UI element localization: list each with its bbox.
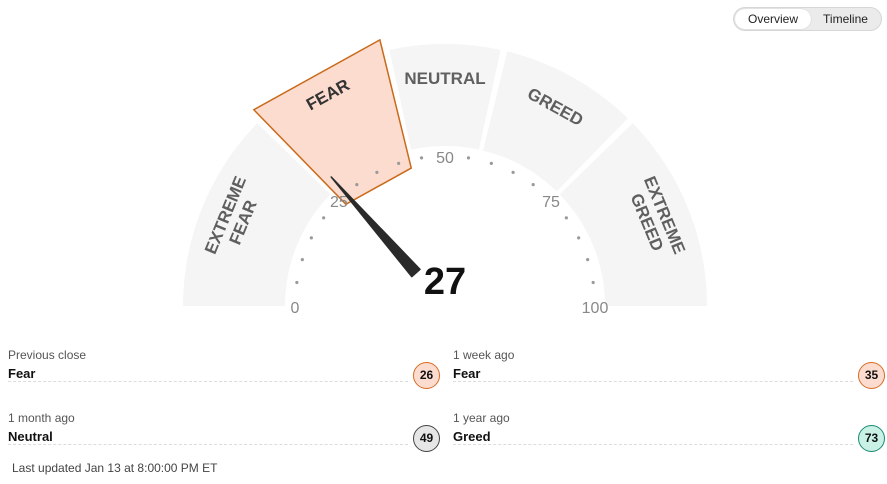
stat-value: Neutral [8, 429, 53, 444]
scale-dot [295, 280, 299, 285]
overview-tab[interactable]: Overview [735, 9, 811, 29]
gauge-needle [330, 176, 421, 278]
scale-dot [466, 156, 471, 160]
stat-value: Greed [453, 429, 491, 444]
scale-dot [397, 161, 401, 165]
score-badge: 73 [858, 425, 885, 452]
dashed-divider [453, 381, 853, 382]
gauge-segment-label: NEUTRAL [404, 69, 485, 88]
stat-week-ago: 1 week ago Fear 35 [453, 348, 885, 396]
scale-dot [531, 183, 535, 187]
stat-label: 1 year ago [453, 411, 510, 425]
scale-label: 100 [582, 300, 609, 317]
dashed-divider [453, 444, 853, 445]
gauge-segment-neutral [389, 44, 501, 150]
scale-label: 0 [291, 300, 300, 317]
stat-label: 1 month ago [8, 411, 75, 425]
dashed-divider [8, 444, 408, 445]
gauge-value: 27 [424, 261, 466, 303]
scale-label: 25 [330, 194, 348, 211]
gauge-segment-greed [483, 51, 628, 192]
scale-dot [355, 183, 359, 187]
scale-dot [375, 170, 379, 174]
stat-month-ago: 1 month ago Neutral 49 [8, 411, 440, 459]
timeline-tab[interactable]: Timeline [823, 12, 868, 26]
scale-dot [322, 216, 326, 220]
stat-label: 1 week ago [453, 348, 515, 362]
gauge-segment-extreme-fear [183, 123, 331, 307]
scale-dot [489, 161, 493, 165]
dashed-divider [8, 381, 408, 382]
view-toggle: Overview Timeline [733, 7, 882, 31]
gauge-segment-fear [252, 38, 413, 206]
score-badge: 35 [858, 362, 885, 389]
stat-year-ago: 1 year ago Greed 73 [453, 411, 885, 459]
stat-value: Fear [8, 366, 36, 381]
scale-dot [591, 280, 595, 285]
scale-dot [586, 258, 590, 262]
scale-dot [577, 236, 581, 240]
scale-dot [564, 216, 568, 220]
last-updated: Last updated Jan 13 at 8:00:00 PM ET [12, 461, 218, 475]
gauge-segment-extreme-greed [559, 123, 707, 307]
score-badge: 49 [413, 425, 440, 452]
scale-dot [309, 236, 313, 240]
stat-previous-close: Previous close Fear 26 [8, 348, 440, 396]
scale-label: 50 [436, 150, 454, 167]
scale-label: 75 [542, 194, 560, 211]
scale-dot [300, 258, 304, 262]
stat-value: Fear [453, 366, 481, 381]
scale-dot [511, 170, 515, 174]
score-badge: 26 [413, 362, 440, 389]
scale-dot [419, 156, 424, 160]
stat-label: Previous close [8, 348, 87, 362]
